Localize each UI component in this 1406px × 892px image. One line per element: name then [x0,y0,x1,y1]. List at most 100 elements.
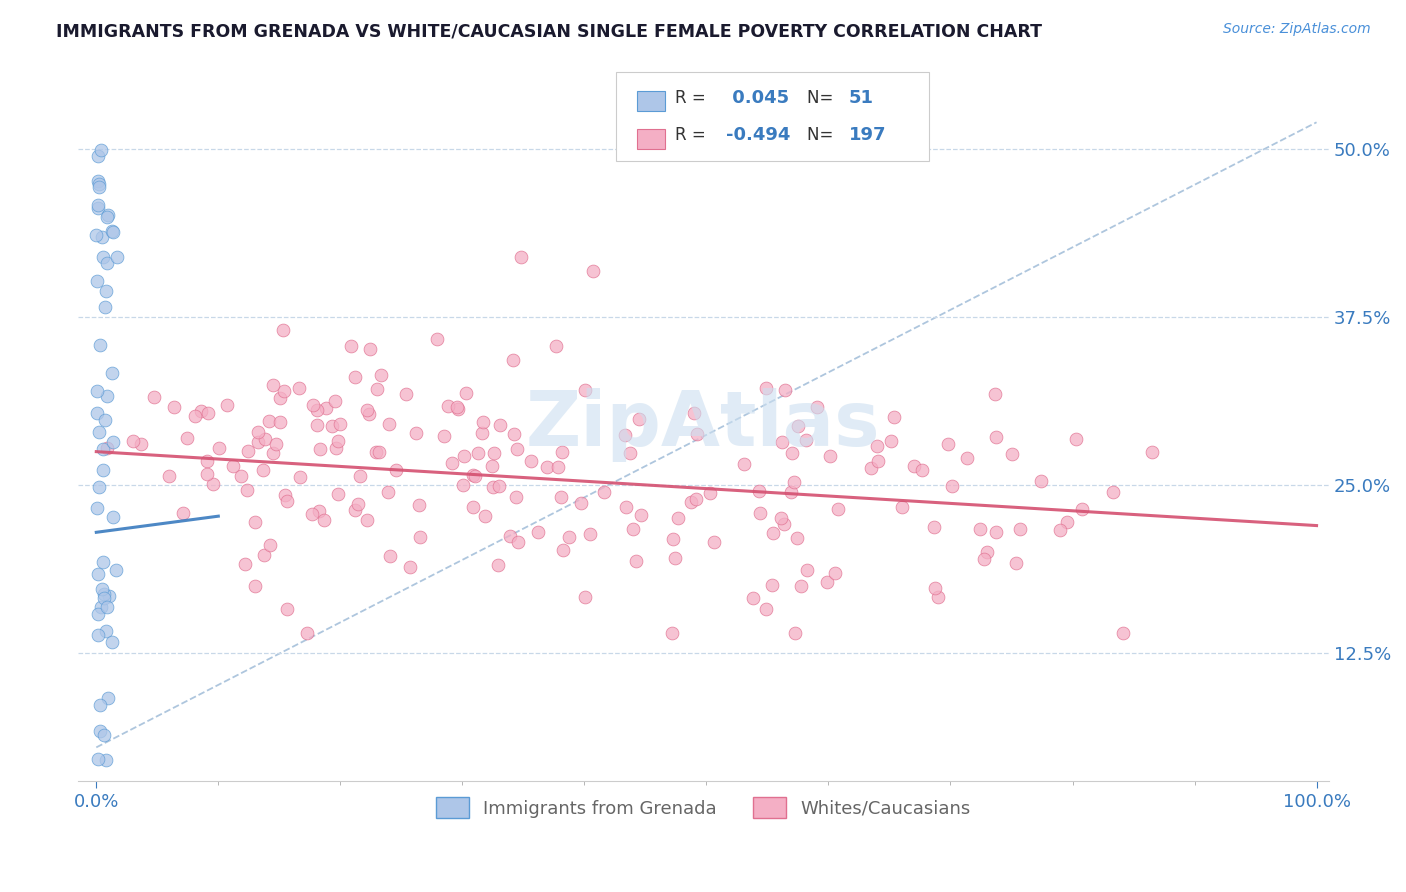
Point [197,406,219,420]
Point [770,511,793,525]
Point [446,400,468,414]
Point [321,418,343,433]
Point [969,522,991,536]
Point [593,484,616,499]
Point [437,399,460,413]
Point [956,451,979,466]
Point [527,525,550,540]
Point [129,436,152,450]
Point [276,494,298,508]
Point [105,250,128,264]
Point [233,558,256,572]
Point [733,457,755,471]
Point [201,476,224,491]
Point [349,469,371,483]
Point [100,366,122,380]
Point [984,387,1007,401]
Point [302,398,325,412]
Point [1056,515,1078,529]
Point [773,383,796,397]
Point [195,454,218,468]
Point [101,435,124,450]
Point [440,456,463,470]
Point [1049,524,1071,538]
Point [683,407,706,421]
Point [96,210,118,224]
Point [1008,522,1031,536]
Point [183,409,205,424]
Point [312,513,335,527]
Point [90,582,112,597]
Point [356,513,378,527]
Point [91,463,114,477]
Point [325,442,347,456]
Point [208,441,231,455]
Point [274,488,297,502]
Point [93,591,115,606]
Point [488,558,510,572]
Bar [637,129,665,149]
Point [1070,502,1092,516]
Point [488,418,510,433]
Point [927,590,949,604]
Point [245,516,267,530]
Point [536,459,558,474]
Point [305,417,328,432]
Point [1101,485,1123,500]
Point [770,435,793,450]
Point [323,394,346,409]
Point [305,403,328,417]
Point [1031,475,1053,489]
Point [97,589,120,603]
Point [262,446,284,460]
Point [172,506,194,520]
Point [454,386,477,401]
Point [269,391,291,405]
Point [741,591,763,605]
Point [343,502,366,516]
Text: 51: 51 [848,89,873,107]
Point [243,579,266,593]
Point [91,230,114,244]
Point [446,402,468,417]
Point [1004,556,1026,570]
Point [366,382,388,396]
Point [87,149,110,163]
Point [87,198,110,212]
Point [481,459,503,474]
Point [508,534,530,549]
Point [408,498,430,512]
Point [794,434,817,448]
Point [90,599,112,614]
Point [269,415,291,429]
Point [924,582,946,596]
Point [405,426,427,441]
Text: 0.045: 0.045 [725,89,789,107]
Point [621,522,644,536]
Text: N=: N= [807,89,839,107]
Point [461,468,484,483]
Point [426,332,449,346]
Point [815,575,838,590]
Bar [637,91,665,111]
Point [395,387,418,401]
Point [377,417,399,431]
Point [547,460,569,475]
Point [569,496,592,510]
Point [309,442,332,456]
Point [755,602,778,616]
Point [1142,444,1164,458]
Point [582,263,605,277]
Point [378,549,401,564]
Point [86,274,108,288]
Point [903,458,925,473]
Point [301,507,323,521]
Point [236,444,259,458]
Point [143,390,166,404]
Point [699,485,721,500]
Point [100,224,122,238]
Point [749,506,772,520]
Point [236,483,259,498]
Point [100,635,122,649]
Point [520,454,543,468]
